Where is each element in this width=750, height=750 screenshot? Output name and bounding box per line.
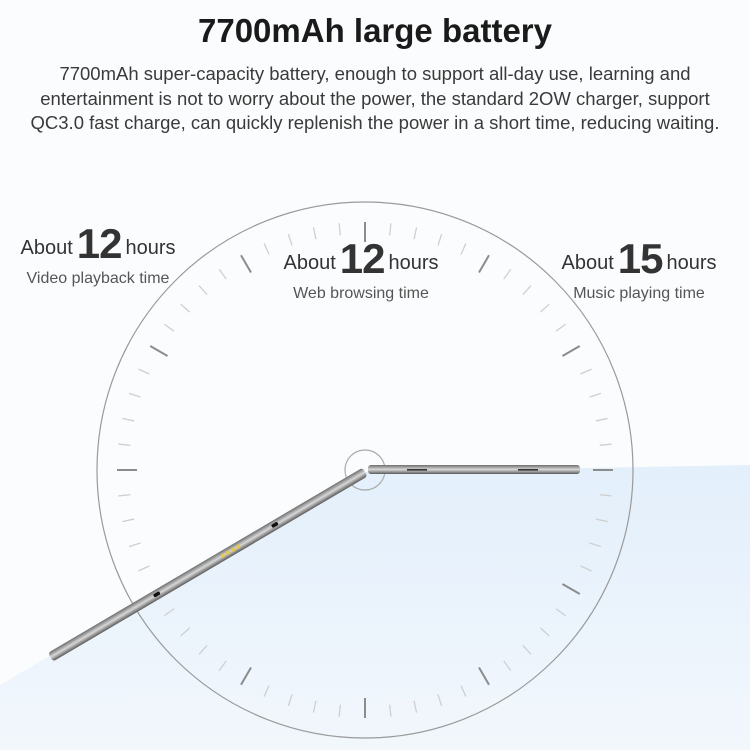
minor-tick: [122, 417, 135, 422]
minor-tick: [118, 443, 131, 446]
minor-tick: [522, 285, 532, 296]
minor-tick: [312, 700, 317, 713]
stat-label: Web browsing time: [293, 285, 429, 302]
stat-unit: hours: [125, 237, 176, 259]
major-tick: [561, 345, 581, 357]
minor-tick: [460, 243, 467, 255]
minor-tick: [437, 694, 443, 707]
tablet-tilted: [49, 468, 367, 661]
minor-tick: [198, 285, 208, 296]
stat-prefix: About: [20, 237, 73, 259]
minor-tick: [389, 223, 392, 236]
stat-label: Music playing time: [573, 285, 705, 302]
minor-tick: [138, 368, 150, 375]
minor-tick: [580, 565, 592, 572]
minor-tick: [555, 608, 567, 617]
minor-tick: [437, 233, 443, 246]
minor-tick: [595, 518, 608, 523]
minor-tick: [599, 494, 612, 497]
major-tick: [478, 254, 490, 274]
minor-tick: [263, 243, 270, 255]
minor-tick: [263, 685, 270, 697]
tablet-flat: [368, 465, 580, 474]
stat-web-browsing: About12 hours Web browsing time: [271, 235, 451, 303]
minor-tick: [555, 323, 567, 332]
stat-label: Video playback time: [26, 270, 170, 287]
major-tick: [149, 345, 169, 357]
clock-face: [96, 201, 634, 739]
minor-tick: [180, 303, 191, 313]
minor-tick: [522, 644, 532, 655]
minor-tick: [128, 542, 141, 548]
minor-tick: [198, 644, 208, 655]
minor-tick: [503, 268, 512, 280]
minor-tick: [128, 392, 141, 398]
minor-tick: [589, 542, 602, 548]
stat-prefix: About: [283, 252, 336, 274]
stat-value: 12: [339, 235, 386, 282]
major-tick: [240, 666, 252, 686]
description: 7700mAh super-capacity battery, enough t…: [30, 63, 720, 133]
stat-value: 12: [76, 220, 123, 267]
minor-tick: [180, 627, 191, 637]
minor-tick: [338, 223, 341, 236]
major-tick: [240, 254, 252, 274]
minor-tick: [118, 494, 131, 497]
minor-tick: [580, 368, 592, 375]
blue-floor: [0, 465, 750, 750]
clock-ticks: [117, 222, 613, 718]
major-tick: [561, 583, 581, 595]
minor-tick: [287, 694, 293, 707]
minor-tick: [287, 233, 293, 246]
minor-tick: [163, 608, 175, 617]
minor-tick: [460, 685, 467, 697]
minor-tick: [389, 704, 392, 717]
minor-tick: [595, 417, 608, 422]
minor-tick: [218, 660, 227, 672]
minor-tick: [218, 268, 227, 280]
minor-tick: [413, 227, 418, 240]
minor-tick: [503, 660, 512, 672]
stat-video-playback: About12 hours Video playback time: [8, 220, 188, 288]
minor-tick: [312, 227, 317, 240]
page-title: 7700mAh large battery: [198, 12, 552, 49]
stat-music-playing: About15 hours Music playing time: [549, 235, 729, 303]
minor-tick: [539, 627, 550, 637]
minor-tick: [122, 518, 135, 523]
minor-tick: [163, 323, 175, 332]
minor-tick: [338, 704, 341, 717]
minor-tick: [539, 303, 550, 313]
stat-prefix: About: [561, 252, 614, 274]
stat-unit: hours: [388, 252, 439, 274]
minor-tick: [138, 565, 150, 572]
minor-tick: [599, 443, 612, 446]
minor-tick: [413, 700, 418, 713]
minor-tick: [589, 392, 602, 398]
stat-unit: hours: [666, 252, 717, 274]
major-tick: [478, 666, 490, 686]
stat-value: 15: [617, 235, 664, 282]
